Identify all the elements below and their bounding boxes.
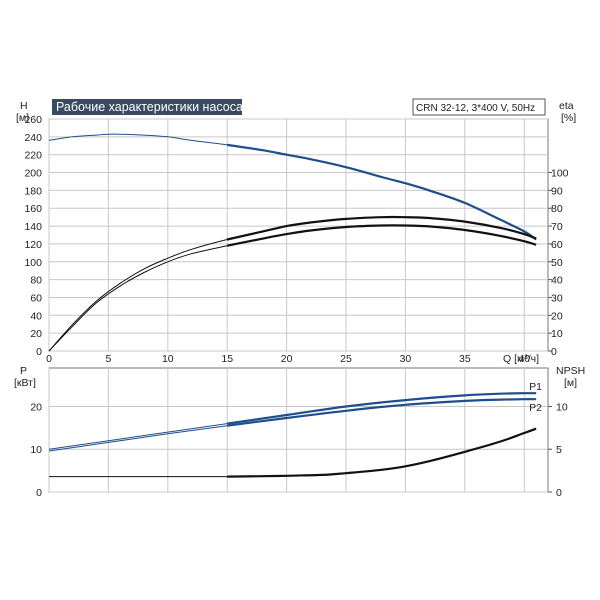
head-tick-label: 60: [30, 292, 42, 304]
head-tick-label: 140: [24, 221, 42, 233]
head-tick-label: 180: [24, 185, 42, 197]
x-tick-label: 30: [400, 353, 412, 365]
eta-tick-label: 50: [551, 257, 563, 269]
npsh-tick-label: 5: [556, 444, 562, 456]
power-axis-name: P: [20, 365, 27, 377]
head-tick-label: 240: [24, 132, 42, 144]
eta-axis-unit: [%]: [561, 112, 576, 124]
top-ticks: 0 5 10 15 20 25 30 35 40020406080100120140160180…: [24, 114, 568, 365]
top-plot-area: [48, 118, 549, 352]
x-tick-label: 0: [46, 353, 52, 365]
head-tick-label: 80: [30, 275, 42, 287]
top-series-2-line-emph: [226, 224, 537, 247]
x-tick-label: 35: [459, 353, 471, 365]
eta-tick-label: 0: [551, 346, 557, 358]
top-grid: [48, 118, 548, 352]
head-tick-label: 120: [24, 239, 42, 251]
head-tick-label: 0: [36, 346, 42, 358]
x-tick-label: 20: [281, 353, 293, 365]
subtitle-box: [412, 98, 546, 116]
flow-axis-label: Q [м³/ч]: [503, 353, 539, 365]
head-axis-unit: [м]: [16, 112, 29, 124]
head-tick-label: 100: [24, 257, 42, 269]
head-tick-label: 260: [24, 114, 42, 126]
eta-tick-label: 20: [551, 310, 563, 322]
x-tick-label: 40: [518, 353, 530, 365]
x-tick-label: 25: [340, 353, 352, 365]
power-tick-label: 20: [30, 401, 42, 413]
top-series-1-line-emph: [226, 215, 537, 241]
x-tick-label: 10: [162, 353, 174, 365]
power-tick-label: 0: [36, 487, 42, 499]
npsh-tick-label: 0: [556, 487, 562, 499]
eta-tick-label: 40: [551, 275, 563, 287]
npsh-axis-name: NPSH: [556, 365, 585, 377]
power-tick-label: 10: [30, 444, 42, 456]
top-series-0-line-emph: [227, 143, 537, 241]
bottom-series: P1 P2: [48, 381, 542, 478]
bottom-series-label-1: P2: [529, 402, 542, 414]
x-tick-label: 15: [221, 353, 233, 365]
head-tick-label: 160: [24, 203, 42, 215]
eta-tick-label: 90: [551, 185, 563, 197]
bottom-plot-area: [48, 367, 549, 493]
chart-title: Рабочие характеристики насоса: [56, 100, 243, 114]
x-tick-label: 5: [105, 353, 111, 365]
bottom-series-1-line-emph: [227, 398, 537, 427]
head-axis-name: H: [20, 100, 28, 112]
bottom-ticks: 0 10 20 0 5 10: [30, 401, 568, 499]
chart-subtitle: CRN 32-12, 3*400 V, 50Hz: [416, 103, 535, 114]
eta-tick-label: 100: [551, 168, 569, 180]
top-series: [48, 133, 537, 352]
power-axis-unit: [кВт]: [14, 377, 36, 389]
npsh-axis-unit: [м]: [564, 377, 577, 389]
head-tick-label: 200: [24, 168, 42, 180]
head-tick-label: 220: [24, 150, 42, 162]
eta-tick-label: 80: [551, 203, 563, 215]
bottom-series-label-0: P1: [529, 381, 542, 393]
bottom-series-2-line-emph: [227, 427, 537, 478]
npsh-tick-label: 10: [556, 401, 568, 413]
title-box: [52, 99, 242, 115]
bottom-series-0-line-emph: [227, 392, 537, 425]
bottom-grid: [48, 368, 548, 493]
eta-axis-name: eta: [559, 100, 574, 112]
eta-tick-label: 30: [551, 292, 563, 304]
head-tick-label: 20: [30, 328, 42, 340]
eta-tick-label: 10: [551, 328, 563, 340]
eta-tick-label: 60: [551, 239, 563, 251]
head-tick-label: 40: [30, 310, 42, 322]
eta-tick-label: 70: [551, 221, 563, 233]
